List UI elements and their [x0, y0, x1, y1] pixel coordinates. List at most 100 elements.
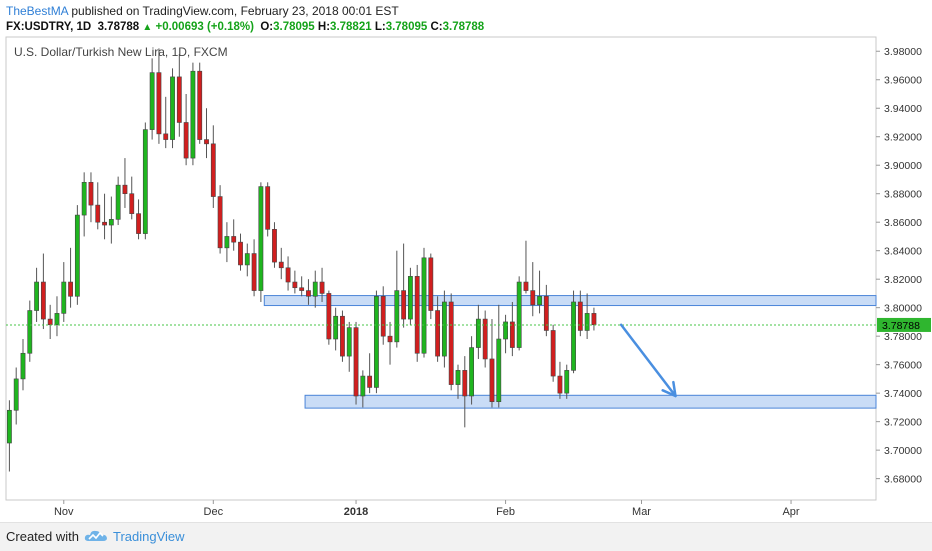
candle-down	[489, 358, 495, 403]
footer-bar: Created with TradingView	[0, 522, 932, 551]
y-tick-label: 3.80000	[884, 303, 922, 315]
candle-down	[543, 295, 549, 331]
candle-up	[408, 276, 413, 320]
x-tick-label: Mar	[632, 506, 651, 518]
candle-up	[190, 70, 196, 159]
candle-down	[47, 318, 53, 326]
candle-down	[156, 72, 162, 135]
y-tick-label: 3.70000	[884, 445, 922, 457]
overlays: 3.78788	[6, 317, 931, 398]
candle-down	[523, 281, 529, 291]
candle-up	[108, 219, 114, 226]
y-tick-label: 3.96000	[884, 75, 922, 87]
candle-up	[360, 375, 366, 397]
candle-up	[149, 72, 155, 130]
candle-up	[20, 352, 26, 380]
candles	[6, 48, 597, 472]
candle-up	[115, 184, 121, 220]
candle-up	[224, 236, 230, 249]
author-link[interactable]: TheBestMA	[6, 4, 69, 18]
tradingview-cloud-icon[interactable]	[83, 528, 109, 549]
candle-down	[462, 370, 468, 397]
candle-up	[34, 281, 39, 311]
publish-line: TheBestMA published on TradingView.com, …	[6, 3, 399, 19]
y-tick-label: 3.82000	[884, 274, 922, 286]
y-tick-label: 3.78000	[884, 331, 922, 343]
candle-up	[571, 301, 576, 371]
open-value: 3.78095	[273, 21, 315, 33]
candle-down	[136, 213, 141, 234]
candle-down	[251, 253, 257, 291]
published-text: published on TradingView.com, February 2…	[68, 4, 399, 18]
candle-down	[401, 290, 407, 320]
candle-down	[204, 139, 209, 145]
x-tick-label: Feb	[496, 506, 515, 518]
y-tick-label: 3.92000	[884, 132, 922, 144]
candle-down	[265, 186, 271, 230]
chart-title: U.S. Dollar/Turkish New Lira, 1D, FXCM	[14, 45, 228, 59]
candle-down	[163, 133, 169, 140]
x-axis: Nov Dec 2018 Feb Mar Apr	[54, 500, 800, 518]
candle-up	[74, 214, 80, 297]
last-price: 3.78788	[97, 21, 140, 33]
candle-up	[441, 301, 447, 357]
created-with-label: Created with	[6, 529, 79, 544]
candle-down	[414, 276, 420, 354]
candle-up	[584, 313, 590, 331]
candle-down	[428, 257, 434, 311]
high-label: H:	[317, 21, 331, 33]
candle-up	[258, 186, 264, 291]
close-value: 3.78788	[442, 21, 485, 33]
candle-down	[550, 330, 556, 377]
candle-up	[27, 310, 33, 354]
x-tick-label: 2018	[344, 506, 368, 518]
y-tick-label: 3.84000	[884, 246, 922, 258]
y-axis: 3.68000 3.70000 3.72000 3.74000 3.76000 3.780…	[876, 46, 922, 486]
candle-down	[217, 196, 223, 249]
candle-down	[122, 184, 128, 195]
candle-down	[367, 375, 373, 388]
candle-down	[557, 375, 563, 394]
candle-down	[509, 321, 515, 348]
tradingview-brand-link[interactable]: TradingView	[113, 529, 185, 544]
candle-down	[95, 204, 101, 223]
candle-down	[285, 267, 291, 283]
candle-up	[61, 281, 67, 314]
candle-up	[537, 295, 542, 306]
candle-down	[40, 281, 46, 320]
candle-down	[387, 335, 393, 343]
candle-up	[142, 129, 148, 234]
candle-down	[88, 182, 94, 206]
candle-down	[448, 301, 454, 385]
candle-down	[530, 290, 536, 306]
candle-up	[244, 253, 250, 266]
candle-up	[469, 347, 474, 397]
y-tick-label: 3.86000	[884, 217, 922, 229]
projection-arrow-head	[661, 380, 677, 398]
candle-up	[333, 315, 339, 340]
low-label: L:	[374, 21, 386, 33]
high-value: 3.78821	[330, 21, 372, 33]
candle-down	[482, 318, 488, 360]
candle-up	[6, 409, 12, 444]
up-triangle-icon: ▲	[142, 22, 153, 33]
candle-up	[170, 76, 175, 140]
y-tick-label: 3.94000	[884, 103, 922, 115]
symbol-label: FX:USDTRY, 1D	[6, 21, 92, 33]
candle-up	[81, 182, 87, 216]
projection-arrow	[619, 323, 677, 398]
price-change: +0.00693 (+0.18%)	[155, 21, 254, 33]
last-price-badge	[877, 317, 931, 332]
candle-down	[435, 310, 441, 357]
candle-down	[591, 313, 597, 326]
x-tick-label: Apr	[782, 506, 799, 518]
open-label: O:	[260, 21, 274, 33]
x-tick-label: Dec	[204, 506, 224, 518]
symbol-line: FX:USDTRY, 1D 3.78788 ▲ +0.00693 (+0.18%…	[6, 19, 484, 36]
y-tick-label: 3.98000	[884, 46, 922, 58]
candle-up	[374, 295, 379, 388]
candle-down	[68, 281, 73, 297]
candle-down	[353, 327, 359, 397]
price-zone	[263, 295, 877, 307]
